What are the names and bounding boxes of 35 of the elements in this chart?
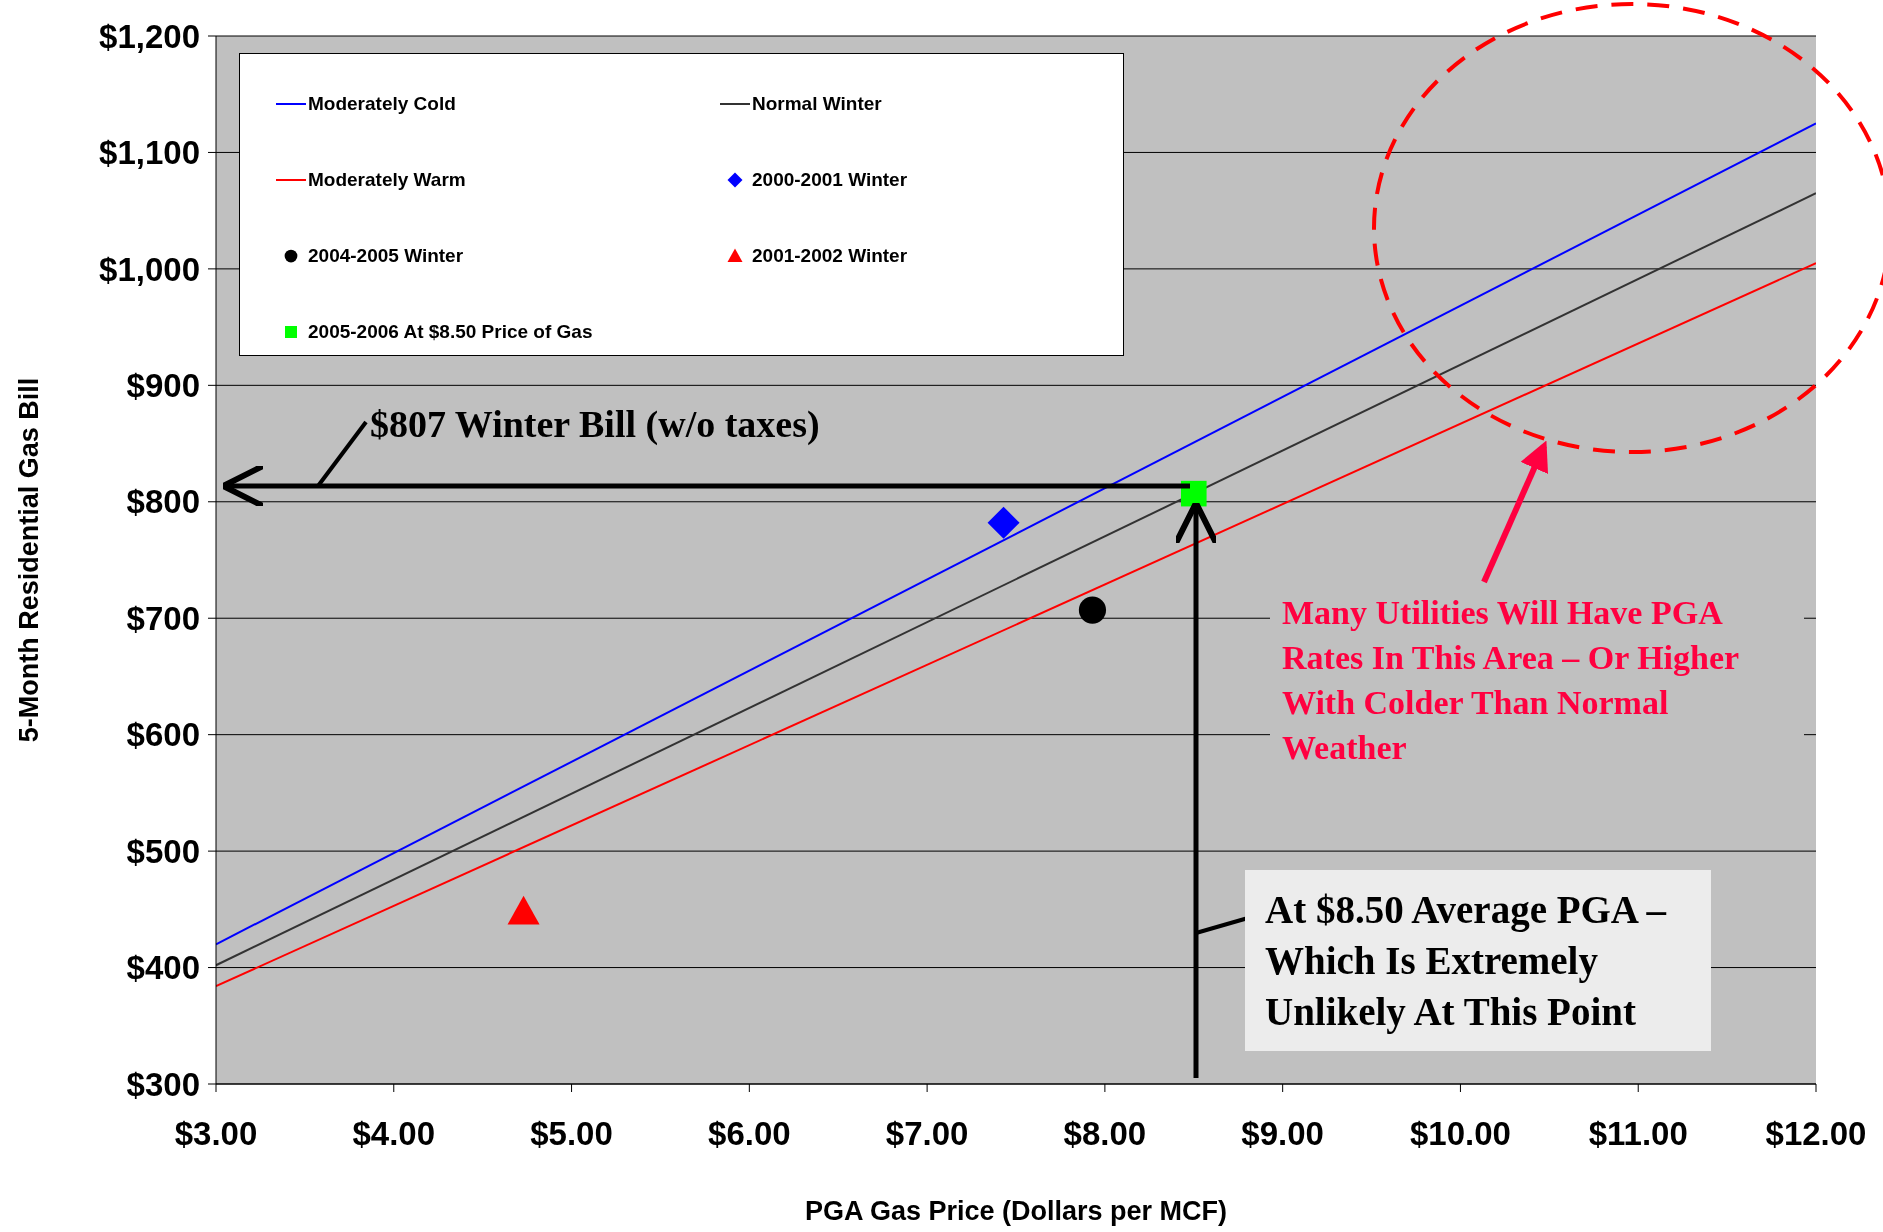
y-tick-label: $600 bbox=[126, 716, 200, 754]
legend-label: Moderately Warm bbox=[308, 169, 466, 191]
x-tick-label: $8.00 bbox=[1063, 1115, 1147, 1153]
legend-label: 2001-2002 Winter bbox=[752, 245, 908, 267]
point bbox=[1078, 596, 1107, 624]
annotation: $807 Winter Bill (w/o taxes) bbox=[370, 402, 820, 446]
y-tick-label: $400 bbox=[126, 949, 200, 987]
legend-label: Moderately Cold bbox=[308, 93, 456, 115]
x-tick-label: $6.00 bbox=[708, 1115, 791, 1153]
x-tick-label: $11.00 bbox=[1588, 1115, 1688, 1153]
x-tick-label: $12.00 bbox=[1765, 1115, 1867, 1153]
y-tick-label: $1,100 bbox=[99, 134, 200, 172]
x-tick-label: $4.00 bbox=[352, 1115, 436, 1153]
legend-label: 2000-2001 Winter bbox=[752, 169, 908, 191]
y-tick-label: $500 bbox=[126, 832, 200, 870]
legend-label: Normal Winter bbox=[752, 93, 882, 115]
point bbox=[507, 895, 540, 925]
legend-label: 2004-2005 Winter bbox=[308, 245, 464, 267]
y-tick-label: $300 bbox=[126, 1065, 200, 1103]
annotation: Many Utilities Will Have PGA Rates In This Area – Or Higher With Colder Than Normal Weather bbox=[1270, 590, 1804, 770]
annotation: At $8.50 Average PGA – Which Is Extremely Unlikely At This Point bbox=[1245, 870, 1711, 1051]
y-axis-title: 5-Month Residential Gas Bill bbox=[13, 377, 44, 743]
y-tick-label: $1,000 bbox=[99, 250, 200, 288]
x-tick-label: $5.00 bbox=[530, 1115, 613, 1153]
x-tick-label: $9.00 bbox=[1241, 1115, 1324, 1153]
x-tick-label: $3.00 bbox=[174, 1115, 258, 1153]
legend-label: 2005-2006 At $8.50 Price of Gas bbox=[308, 321, 593, 343]
y-tick-label: $700 bbox=[126, 599, 200, 637]
x-axis-title: PGA Gas Price (Dollars per MCF) bbox=[804, 1196, 1228, 1226]
y-tick-label: $800 bbox=[126, 483, 200, 521]
x-tick-label: $7.00 bbox=[885, 1115, 969, 1153]
point bbox=[987, 506, 1020, 539]
y-tick-label: $900 bbox=[126, 367, 200, 405]
x-tick-label: $10.00 bbox=[1409, 1115, 1511, 1153]
y-tick-label: $1,200 bbox=[99, 17, 200, 55]
